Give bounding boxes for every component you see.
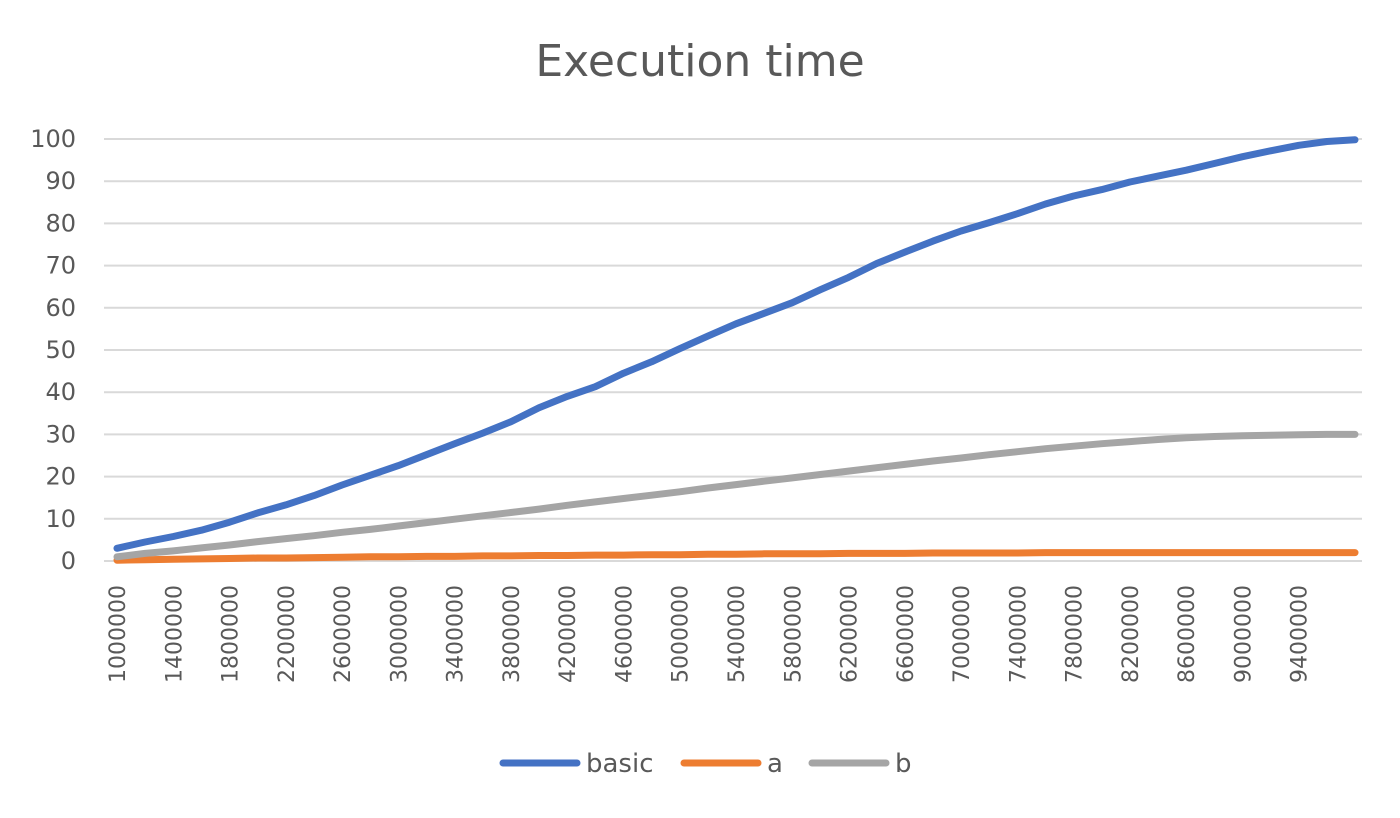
y-tick-label: 20 (45, 463, 76, 491)
x-tick-label: 9400000 (1288, 585, 1313, 683)
x-tick-label: 4600000 (612, 585, 637, 683)
series-line-b (113, 430, 1359, 561)
x-tick-label: 1000000 (106, 585, 131, 683)
y-axis-ticks: 0 10 20 30 40 50 60 70 80 90 100 (30, 125, 76, 575)
x-tick-label: 8200000 (1119, 585, 1144, 683)
x-tick-label: 6200000 (838, 585, 863, 683)
legend-label-basic: basic (586, 749, 654, 779)
x-tick-label: 1800000 (219, 585, 244, 683)
legend: basic a b (499, 749, 912, 779)
x-tick-label: 2200000 (275, 585, 300, 683)
y-tick-label: 30 (45, 420, 76, 448)
x-tick-label: 3400000 (444, 585, 469, 683)
x-tick-label: 7400000 (1006, 585, 1031, 683)
x-tick-label: 9000000 (1231, 585, 1256, 683)
x-tick-label: 8600000 (1175, 585, 1200, 683)
chart-title: Execution time (535, 36, 864, 87)
x-tick-label: 5000000 (669, 585, 694, 683)
y-tick-label: 50 (45, 336, 76, 364)
series-lines (113, 136, 1359, 564)
series-line-a (113, 549, 1359, 564)
y-tick-label: 70 (45, 252, 76, 280)
gridlines (104, 138, 1362, 562)
series-line-basic (113, 136, 1359, 552)
x-axis-ticks: 1000000 1400000 1800000 2200000 2600000 30000… (106, 585, 1313, 683)
x-tick-label: 3800000 (500, 585, 525, 683)
y-tick-label: 10 (45, 505, 76, 533)
legend-label-a: a (767, 749, 783, 779)
y-tick-label: 90 (45, 167, 76, 195)
y-tick-label: 80 (45, 209, 76, 237)
x-tick-label: 7000000 (950, 585, 975, 683)
x-tick-label: 4200000 (556, 585, 581, 683)
legend-label-b: b (895, 749, 912, 779)
x-tick-label: 1400000 (162, 585, 187, 683)
y-tick-label: 100 (30, 125, 76, 153)
y-tick-label: 0 (61, 547, 76, 575)
x-tick-label: 2600000 (331, 585, 356, 683)
x-tick-label: 7800000 (1063, 585, 1088, 683)
y-tick-label: 60 (45, 294, 76, 322)
x-tick-label: 6600000 (894, 585, 919, 683)
x-tick-label: 5400000 (725, 585, 750, 683)
y-tick-label: 40 (45, 378, 76, 406)
x-tick-label: 3000000 (387, 585, 412, 683)
x-tick-label: 5800000 (781, 585, 806, 683)
